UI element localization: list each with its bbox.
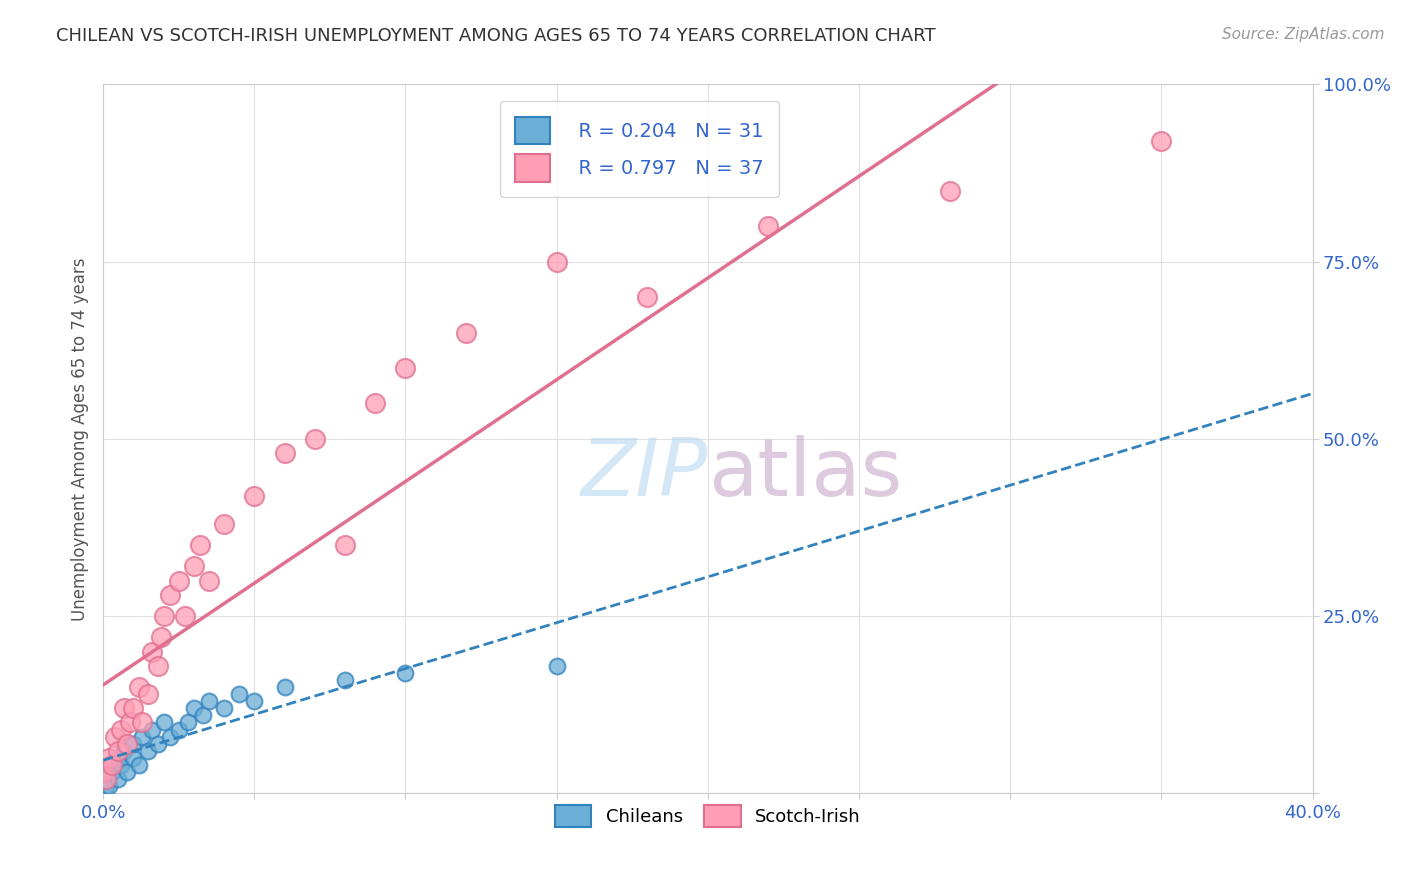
Text: CHILEAN VS SCOTCH-IRISH UNEMPLOYMENT AMONG AGES 65 TO 74 YEARS CORRELATION CHART: CHILEAN VS SCOTCH-IRISH UNEMPLOYMENT AMO… bbox=[56, 27, 936, 45]
Point bbox=[91, 765, 114, 780]
Point bbox=[112, 744, 135, 758]
Text: Source: ZipAtlas.com: Source: ZipAtlas.com bbox=[1222, 27, 1385, 42]
Point bbox=[167, 574, 190, 588]
Point bbox=[146, 658, 169, 673]
Point bbox=[98, 779, 121, 793]
Point bbox=[112, 701, 135, 715]
Point bbox=[243, 694, 266, 708]
Point bbox=[138, 687, 160, 701]
Point bbox=[167, 723, 190, 737]
Point bbox=[131, 730, 153, 744]
Point bbox=[173, 609, 195, 624]
Point bbox=[394, 361, 416, 376]
Point bbox=[273, 680, 295, 694]
Point bbox=[546, 254, 568, 268]
Point bbox=[188, 538, 211, 552]
Point bbox=[120, 715, 142, 730]
Point bbox=[228, 687, 250, 701]
Point bbox=[110, 723, 132, 737]
Point bbox=[177, 715, 200, 730]
Point bbox=[304, 432, 326, 446]
Point bbox=[128, 758, 150, 772]
Point bbox=[152, 609, 174, 624]
Point bbox=[117, 765, 139, 780]
Point bbox=[141, 723, 163, 737]
Point bbox=[756, 219, 779, 234]
Point bbox=[198, 574, 221, 588]
Point bbox=[159, 730, 181, 744]
Point bbox=[636, 290, 658, 304]
Point bbox=[104, 730, 127, 744]
Point bbox=[159, 588, 181, 602]
Point bbox=[94, 772, 117, 787]
Point bbox=[333, 673, 356, 687]
Point bbox=[198, 694, 221, 708]
Text: atlas: atlas bbox=[707, 435, 903, 513]
Point bbox=[1150, 134, 1173, 148]
Point bbox=[191, 708, 214, 723]
Point bbox=[107, 751, 129, 765]
Point bbox=[91, 772, 114, 787]
Point bbox=[454, 326, 477, 340]
Point bbox=[122, 737, 145, 751]
Point bbox=[131, 715, 153, 730]
Point bbox=[141, 644, 163, 658]
Point bbox=[146, 737, 169, 751]
Legend: Chileans, Scotch-Irish: Chileans, Scotch-Irish bbox=[548, 797, 868, 834]
Point bbox=[394, 665, 416, 680]
Point bbox=[94, 779, 117, 793]
Point bbox=[122, 751, 145, 765]
Point bbox=[183, 701, 205, 715]
Point bbox=[101, 765, 124, 780]
Point bbox=[117, 737, 139, 751]
Point bbox=[128, 680, 150, 694]
Point bbox=[101, 758, 124, 772]
Point bbox=[938, 184, 960, 198]
Point bbox=[138, 744, 160, 758]
Point bbox=[273, 446, 295, 460]
Point bbox=[243, 489, 266, 503]
Point bbox=[149, 631, 172, 645]
Point bbox=[107, 744, 129, 758]
Point bbox=[107, 772, 129, 787]
Point bbox=[152, 715, 174, 730]
Point bbox=[98, 751, 121, 765]
Point bbox=[364, 396, 387, 410]
Text: ZIP: ZIP bbox=[581, 435, 707, 513]
Point bbox=[546, 658, 568, 673]
Y-axis label: Unemployment Among Ages 65 to 74 years: Unemployment Among Ages 65 to 74 years bbox=[72, 257, 89, 621]
Point bbox=[183, 559, 205, 574]
Point bbox=[212, 516, 235, 531]
Point bbox=[101, 758, 124, 772]
Point bbox=[110, 758, 132, 772]
Point bbox=[122, 701, 145, 715]
Point bbox=[212, 701, 235, 715]
Point bbox=[333, 538, 356, 552]
